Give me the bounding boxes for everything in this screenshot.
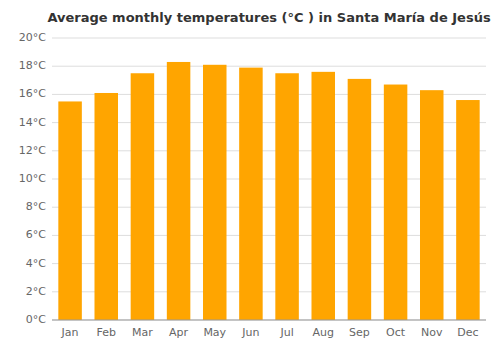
bar — [384, 85, 408, 320]
y-tick-label: 0°C — [26, 313, 46, 326]
x-tick-label: Feb — [97, 326, 116, 339]
bar — [203, 65, 227, 320]
grid-line — [52, 38, 486, 39]
y-tick-label: 12°C — [19, 144, 46, 157]
bars — [58, 62, 479, 320]
y-tick-label: 2°C — [26, 285, 46, 298]
chart-title: Average monthly temperatures (°C ) in Sa… — [47, 10, 491, 25]
bar — [167, 62, 191, 320]
bar — [239, 68, 263, 320]
y-axis: 0°C 2°C 4°C 6°C 8°C 10°C 12°C 14°C 16°C 18°C 20°C — [19, 31, 486, 326]
y-tick-label: 18°C — [19, 59, 46, 72]
chart-svg: Average monthly temperatures (°C ) in Sa… — [0, 0, 500, 350]
bar — [58, 101, 82, 320]
x-tick-label: Mar — [132, 326, 153, 339]
bar — [131, 73, 155, 320]
bar — [456, 100, 480, 320]
x-tick-label: Nov — [421, 326, 443, 339]
chart-container: Average monthly temperatures (°C ) in Sa… — [0, 0, 500, 350]
bar — [94, 93, 118, 320]
x-tick-label: Apr — [169, 326, 189, 339]
bar — [348, 79, 372, 320]
x-tick-label: Sep — [349, 326, 370, 339]
x-tick-label: Dec — [457, 326, 478, 339]
y-tick-label: 16°C — [19, 87, 46, 100]
x-tick-label: Oct — [386, 326, 406, 339]
x-tick-label: Jan — [61, 326, 79, 339]
x-tick-label: Aug — [313, 326, 334, 339]
grid-line — [52, 320, 486, 321]
y-tick-label: 8°C — [26, 200, 46, 213]
x-tick-label: Jun — [241, 326, 259, 339]
y-tick-label: 14°C — [19, 116, 46, 129]
x-tick-label: May — [203, 326, 226, 339]
bar — [275, 73, 299, 320]
y-tick-label: 10°C — [19, 172, 46, 185]
y-tick-label: 20°C — [19, 31, 46, 44]
x-tick-label: Jul — [279, 326, 293, 339]
x-axis: Jan Feb Mar Apr May Jun Jul Aug Sep Oct Nov Dec — [61, 326, 479, 339]
bar — [311, 72, 335, 320]
x-axis-line — [52, 320, 486, 321]
y-tick-label: 4°C — [26, 257, 46, 270]
y-tick-label: 6°C — [26, 228, 46, 241]
grid-line — [52, 66, 486, 67]
bar — [420, 90, 444, 320]
